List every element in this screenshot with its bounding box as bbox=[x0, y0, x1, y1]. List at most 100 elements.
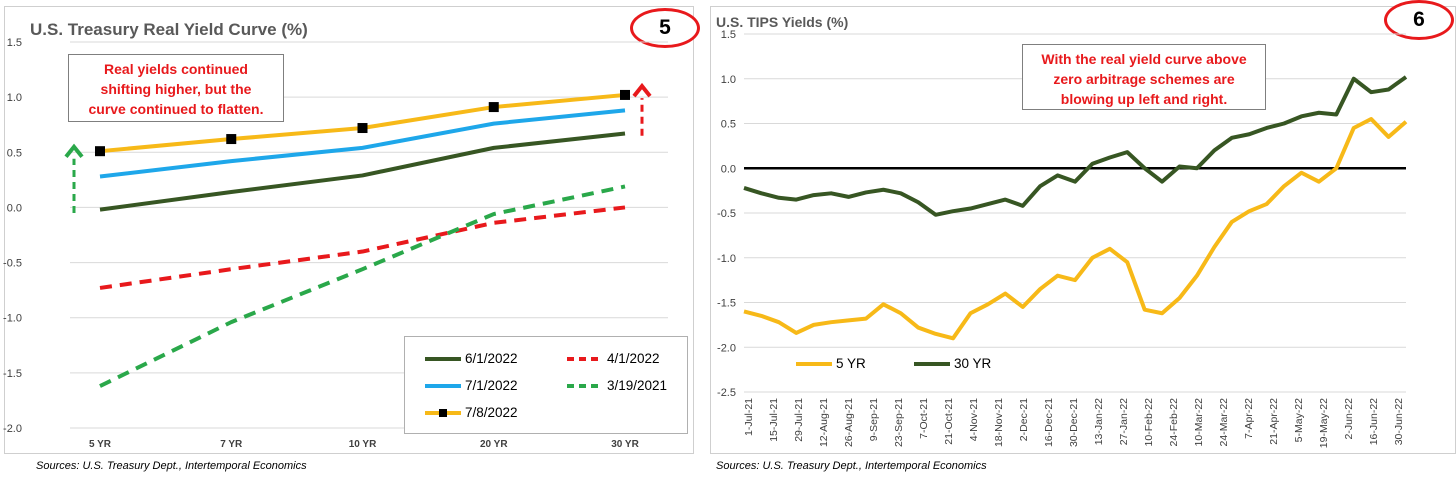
annotation-box: Real yields continued shifting higher, b… bbox=[68, 54, 284, 122]
annotation-line: zero arbitrage schemes are bbox=[1053, 71, 1235, 87]
x-tick-label: 7 YR bbox=[220, 439, 243, 450]
legend-item: 3/19/2021 bbox=[567, 377, 667, 395]
y-tick-label: -1.5 bbox=[3, 368, 22, 380]
legend-item: 30 YR bbox=[914, 355, 991, 373]
x-tick-label: 16-Jun-22 bbox=[1368, 398, 1380, 445]
x-tick-label: 10 YR bbox=[349, 439, 377, 450]
series-line bbox=[99, 205, 626, 290]
legend-label: 6/1/2022 bbox=[465, 351, 518, 366]
series-line bbox=[99, 108, 626, 179]
legend-swatch bbox=[425, 357, 461, 362]
source-note: Sources: U.S. Treasury Dept., Intertempo… bbox=[716, 460, 987, 472]
y-tick-label: 0.5 bbox=[7, 147, 22, 159]
x-tick-label: 9-Sep-21 bbox=[868, 398, 880, 441]
data-point-marker bbox=[620, 89, 630, 100]
y-tick-label: -1.0 bbox=[3, 313, 22, 325]
x-tick-label: 2-Dec-21 bbox=[1018, 398, 1030, 441]
y-tick-label: -2.0 bbox=[3, 423, 22, 435]
x-tick-label: 26-Aug-21 bbox=[843, 398, 855, 447]
series-line bbox=[743, 117, 1408, 341]
legend-label: 3/19/2021 bbox=[607, 378, 668, 393]
annotation-line: Real yields continued bbox=[104, 61, 248, 77]
legend-item: 7/1/2022 bbox=[425, 377, 518, 395]
x-tick-label: 4-Nov-21 bbox=[968, 398, 980, 441]
x-tick-label: 30 YR bbox=[611, 439, 639, 450]
y-tick-label: 1.5 bbox=[7, 37, 22, 49]
y-tick-label: -2.5 bbox=[717, 387, 736, 399]
x-tick-label: 20 YR bbox=[480, 439, 508, 450]
legend-label: 4/1/2022 bbox=[607, 351, 660, 366]
y-tick-label: 0.0 bbox=[721, 163, 736, 175]
data-point-marker bbox=[357, 123, 368, 134]
legend-item: 4/1/2022 bbox=[567, 350, 660, 368]
x-tick-label: 5-May-22 bbox=[1293, 398, 1305, 443]
y-tick-label: -1.5 bbox=[717, 298, 736, 310]
x-tick-label: 24-Mar-22 bbox=[1218, 398, 1230, 447]
chart-panel-real-yield-curve: U.S. Treasury Real Yield Curve (%) 5 1.5… bbox=[0, 0, 702, 480]
chart-number-badge: 5 bbox=[630, 8, 700, 48]
legend-item: 5 YR bbox=[796, 355, 866, 373]
y-tick-label: 1.0 bbox=[7, 92, 22, 104]
data-point-marker bbox=[226, 134, 237, 145]
x-tick-label: 10-Feb-22 bbox=[1143, 398, 1155, 447]
legend-label: 5 YR bbox=[836, 356, 866, 371]
source-note: Sources: U.S. Treasury Dept., Intertempo… bbox=[36, 460, 307, 472]
x-tick-label: 16-Dec-21 bbox=[1043, 398, 1055, 447]
x-tick-label: 13-Jan-22 bbox=[1093, 398, 1105, 445]
x-tick-label: 18-Nov-21 bbox=[993, 398, 1005, 447]
tips-yields-plot: 1.5 1.0 0.5 0.0 -0.5 -1.0 -1.5 -2.0 -2.5 1-Jul-21… bbox=[717, 29, 1408, 448]
legend-swatch bbox=[567, 384, 603, 389]
series-line bbox=[743, 75, 1408, 217]
x-tick-label: 24-Feb-22 bbox=[1168, 398, 1180, 447]
annotation-box: With the real yield curve above zero arb… bbox=[1022, 44, 1266, 110]
x-tick-label: 27-Jan-22 bbox=[1118, 398, 1130, 445]
y-tick-label: -2.0 bbox=[717, 342, 736, 354]
y-tick-label: -1.0 bbox=[717, 253, 736, 265]
legend-swatch bbox=[425, 384, 461, 389]
x-tick-label: 21-Oct-21 bbox=[943, 398, 955, 445]
legend: 6/1/2022 4/1/2022 7/1/2022 3/19/2021 7/8… bbox=[404, 336, 688, 434]
y-tick-label: 1.5 bbox=[721, 29, 736, 41]
annotation-line: shifting higher, but the bbox=[100, 81, 252, 97]
arrow-head bbox=[64, 143, 84, 159]
x-tick-label: 30-Jun-22 bbox=[1393, 398, 1405, 445]
arrow-head bbox=[632, 82, 652, 98]
series-line bbox=[99, 131, 626, 212]
y-tick-label: -0.5 bbox=[717, 208, 736, 220]
data-point-marker bbox=[488, 102, 499, 113]
series-line bbox=[99, 184, 626, 388]
y-tick-label: -0.5 bbox=[3, 258, 22, 270]
legend-label: 7/8/2022 bbox=[465, 405, 518, 420]
x-tick-label: 19-May-22 bbox=[1318, 398, 1330, 448]
legend-swatch bbox=[567, 357, 603, 362]
chart-title: U.S. Treasury Real Yield Curve (%) bbox=[30, 20, 308, 39]
x-tick-label: 5 YR bbox=[89, 439, 112, 450]
x-tick-label: 10-Mar-22 bbox=[1193, 398, 1205, 447]
legend-item: 6/1/2022 bbox=[425, 350, 518, 368]
x-tick-label: 2-Jun-22 bbox=[1343, 398, 1355, 440]
x-tick-label: 7-Oct-21 bbox=[918, 398, 930, 439]
legend-label: 30 YR bbox=[954, 356, 992, 371]
legend-label: 7/1/2022 bbox=[465, 378, 518, 393]
y-tick-label: 0.5 bbox=[721, 119, 736, 131]
x-tick-label: 12-Aug-21 bbox=[818, 398, 830, 447]
legend-item: 7/8/2022 bbox=[425, 404, 518, 422]
x-tick-label: 23-Sep-21 bbox=[893, 398, 905, 447]
annotation-line: With the real yield curve above bbox=[1041, 51, 1247, 67]
chart-title: U.S. TIPS Yields (%) bbox=[716, 14, 849, 30]
legend-swatch bbox=[425, 409, 461, 418]
chart-number-badge: 6 bbox=[1384, 0, 1454, 40]
chart-frame bbox=[4, 6, 694, 454]
legend-swatch bbox=[796, 362, 832, 367]
y-tick-label: 1.0 bbox=[721, 74, 736, 86]
legend-swatch bbox=[914, 362, 950, 367]
x-tick-label: 15-Jul-21 bbox=[768, 398, 780, 442]
data-point-marker bbox=[95, 146, 105, 157]
y-tick-label: 0.0 bbox=[7, 202, 22, 214]
annotation-line: curve continued to flatten. bbox=[88, 101, 264, 117]
annotation-line: blowing up left and right. bbox=[1060, 91, 1228, 107]
x-tick-label: 7-Apr-22 bbox=[1243, 398, 1255, 439]
x-tick-label: 1-Jul-21 bbox=[743, 398, 755, 436]
x-tick-label: 30-Dec-21 bbox=[1068, 398, 1080, 447]
chart-panel-tips-yields: U.S. TIPS Yields (%) 6 1.5 1.0 0.5 0.0 -0.5 -… bbox=[706, 0, 1456, 480]
